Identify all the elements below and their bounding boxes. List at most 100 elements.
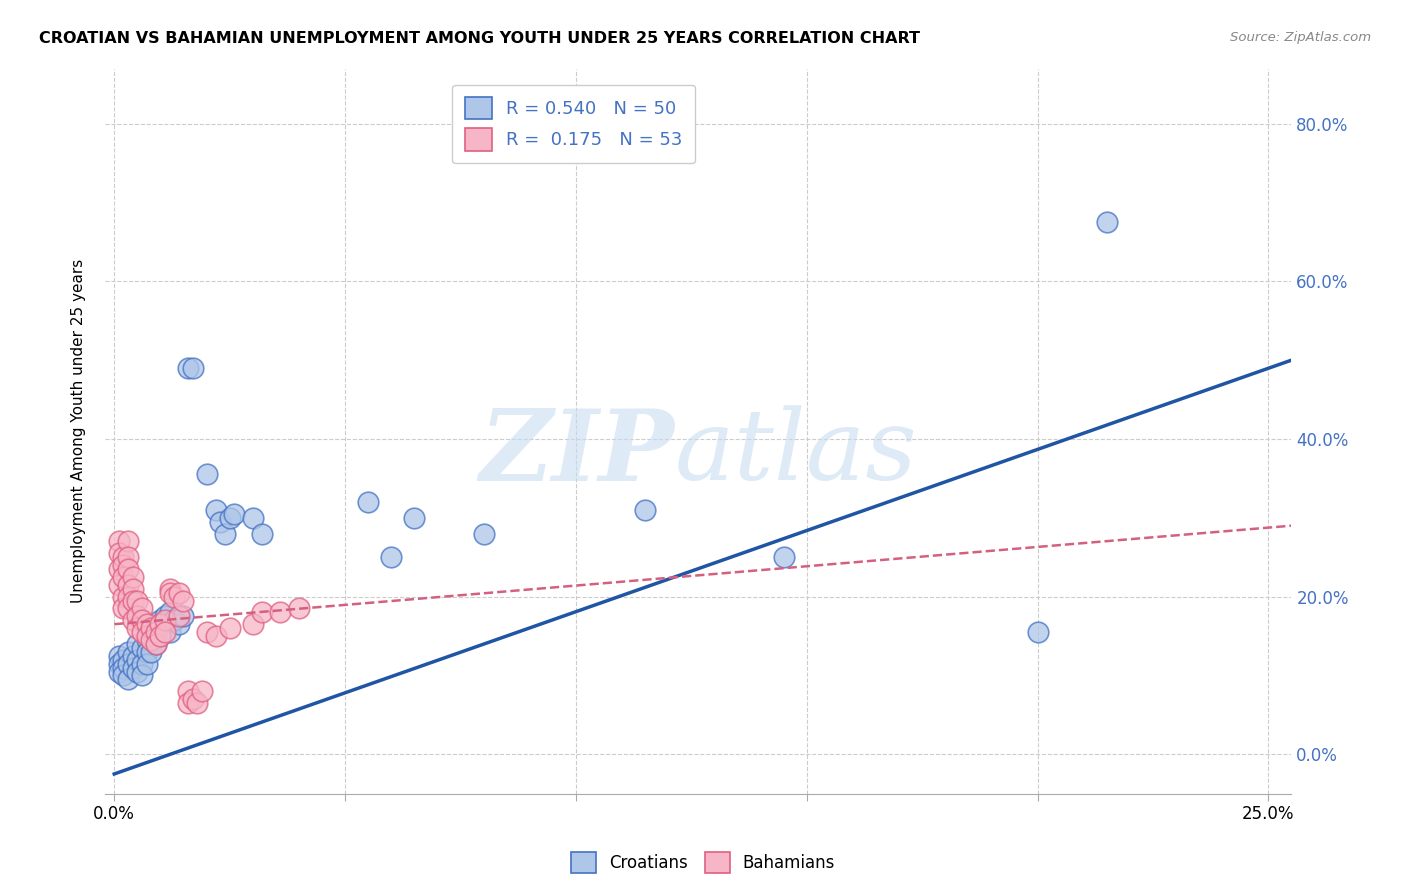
Point	[177, 361, 200, 376]
Point	[112, 653, 135, 667]
Point	[135, 645, 157, 659]
Point	[159, 585, 181, 599]
Point	[117, 601, 139, 615]
Point	[135, 629, 157, 643]
Point	[127, 637, 149, 651]
Point	[121, 660, 143, 674]
Point	[112, 590, 135, 604]
Point	[177, 684, 200, 698]
Legend: R = 0.540   N = 50, R =  0.175   N = 53: R = 0.540 N = 50, R = 0.175 N = 53	[453, 85, 696, 163]
Point	[288, 601, 311, 615]
Point	[135, 617, 157, 632]
Point	[108, 665, 131, 679]
Text: CROATIAN VS BAHAMIAN UNEMPLOYMENT AMONG YOUTH UNDER 25 YEARS CORRELATION CHART: CROATIAN VS BAHAMIAN UNEMPLOYMENT AMONG …	[39, 31, 921, 46]
Point	[127, 593, 149, 607]
Point	[141, 632, 163, 647]
Point	[131, 601, 153, 615]
Point	[117, 562, 139, 576]
Point	[117, 657, 139, 671]
Point	[204, 629, 226, 643]
Point	[117, 673, 139, 687]
Point	[269, 606, 291, 620]
Point	[108, 534, 131, 549]
Point	[108, 657, 131, 671]
Text: ZIP: ZIP	[479, 405, 675, 501]
Point	[121, 570, 143, 584]
Point	[242, 617, 264, 632]
Point	[112, 570, 135, 584]
Point	[153, 613, 176, 627]
Point	[121, 582, 143, 596]
Point	[135, 657, 157, 671]
Point	[131, 657, 153, 671]
Point	[167, 609, 190, 624]
Point	[121, 593, 143, 607]
Point	[250, 606, 273, 620]
Point	[127, 665, 149, 679]
Point	[112, 550, 135, 565]
Point	[135, 632, 157, 647]
Point	[145, 625, 167, 640]
Point	[117, 590, 139, 604]
Point	[357, 495, 380, 509]
Point	[127, 653, 149, 667]
Point	[153, 625, 176, 640]
Point	[167, 585, 190, 599]
Point	[121, 648, 143, 663]
Point	[117, 578, 139, 592]
Point	[167, 617, 190, 632]
Point	[404, 510, 426, 524]
Point	[117, 550, 139, 565]
Point	[117, 534, 139, 549]
Point	[195, 467, 218, 482]
Point	[380, 550, 402, 565]
Point	[149, 629, 172, 643]
Point	[108, 562, 131, 576]
Y-axis label: Unemployment Among Youth under 25 years: Unemployment Among Youth under 25 years	[72, 259, 86, 603]
Point	[195, 625, 218, 640]
Legend: Croatians, Bahamians: Croatians, Bahamians	[564, 846, 842, 880]
Point	[186, 696, 208, 710]
Point	[224, 507, 246, 521]
Point	[127, 621, 149, 635]
Point	[149, 617, 172, 632]
Point	[117, 645, 139, 659]
Point	[242, 510, 264, 524]
Point	[191, 684, 214, 698]
Point	[772, 550, 794, 565]
Point	[112, 668, 135, 682]
Point	[145, 637, 167, 651]
Point	[145, 637, 167, 651]
Point	[181, 361, 204, 376]
Point	[159, 606, 181, 620]
Point	[218, 621, 240, 635]
Point	[127, 609, 149, 624]
Point	[172, 609, 194, 624]
Point	[131, 613, 153, 627]
Point	[108, 546, 131, 560]
Text: Source: ZipAtlas.com: Source: ZipAtlas.com	[1230, 31, 1371, 45]
Point	[250, 526, 273, 541]
Point	[149, 629, 172, 643]
Point	[141, 625, 163, 640]
Point	[131, 625, 153, 640]
Point	[177, 696, 200, 710]
Point	[218, 510, 240, 524]
Point	[121, 613, 143, 627]
Point	[149, 613, 172, 627]
Point	[209, 515, 232, 529]
Point	[1095, 215, 1118, 229]
Point	[141, 645, 163, 659]
Point	[163, 613, 186, 627]
Point	[214, 526, 236, 541]
Point	[153, 609, 176, 624]
Point	[159, 625, 181, 640]
Point	[145, 621, 167, 635]
Point	[634, 503, 657, 517]
Point	[131, 640, 153, 655]
Point	[112, 660, 135, 674]
Point	[108, 648, 131, 663]
Point	[131, 668, 153, 682]
Point	[172, 593, 194, 607]
Point	[141, 621, 163, 635]
